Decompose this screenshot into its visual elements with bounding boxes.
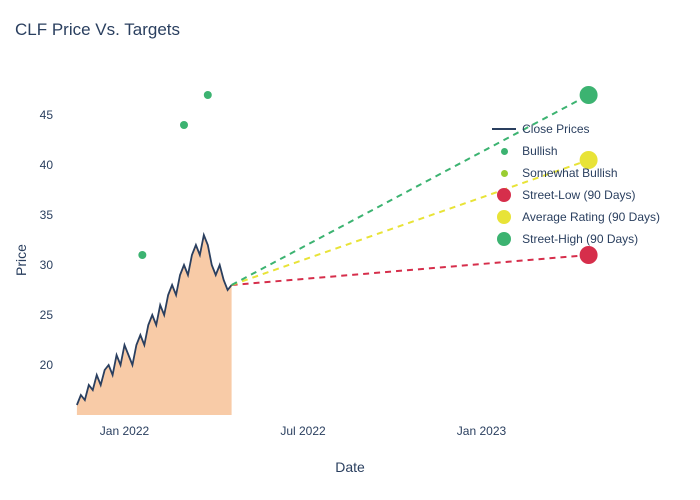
y-axis-label: Price	[13, 244, 29, 276]
legend-dot-icon	[497, 232, 511, 246]
legend-item: Close Prices	[490, 120, 660, 138]
legend-dot-icon	[501, 148, 508, 155]
chart-title: CLF Price Vs. Targets	[15, 20, 690, 40]
legend-item: Average Rating (90 Days)	[490, 208, 660, 226]
x-axis-label: Date	[335, 459, 365, 475]
chart-container: CLF Price Vs. Targets 20 25 30 35 40 45 Jan 20…	[0, 0, 700, 500]
x-tick-label: Jan 2022	[100, 424, 150, 438]
y-tick-label: 20	[40, 358, 54, 372]
legend-line-icon	[492, 128, 516, 130]
legend-label: Bullish	[522, 144, 557, 158]
x-tick-label: Jul 2022	[280, 424, 326, 438]
legend-item: Street-Low (90 Days)	[490, 186, 660, 204]
y-tick-label: 45	[40, 108, 54, 122]
legend-item: Somewhat Bullish	[490, 164, 660, 182]
legend-dot-icon	[497, 188, 511, 202]
x-tick-label: Jan 2023	[457, 424, 507, 438]
y-tick-label: 35	[40, 208, 54, 222]
legend: Close Prices Bullish Somewhat Bullish Stree…	[490, 120, 660, 252]
legend-label: Street-Low (90 Days)	[522, 188, 635, 202]
rating-dot	[138, 251, 146, 259]
legend-item: Street-High (90 Days)	[490, 230, 660, 248]
legend-label: Somewhat Bullish	[522, 166, 617, 180]
chart-svg: 20 25 30 35 40 45 Jan 2022 Jul 2022 Jan 2023	[10, 50, 690, 470]
rating-dot	[204, 91, 212, 99]
plot-area: 20 25 30 35 40 45 Jan 2022 Jul 2022 Jan 2023 Pri…	[10, 50, 690, 470]
legend-dot-icon	[497, 210, 511, 224]
target-line-low	[232, 255, 589, 285]
price-area	[77, 235, 232, 415]
y-tick-label: 25	[40, 308, 54, 322]
legend-label: Average Rating (90 Days)	[522, 210, 660, 224]
target-marker-high	[580, 86, 598, 104]
legend-item: Bullish	[490, 142, 660, 160]
y-tick-label: 40	[40, 158, 54, 172]
rating-dot	[180, 121, 188, 129]
y-tick-label: 30	[40, 258, 54, 272]
legend-label: Street-High (90 Days)	[522, 232, 638, 246]
legend-dot-icon	[501, 170, 508, 177]
legend-label: Close Prices	[522, 122, 589, 136]
